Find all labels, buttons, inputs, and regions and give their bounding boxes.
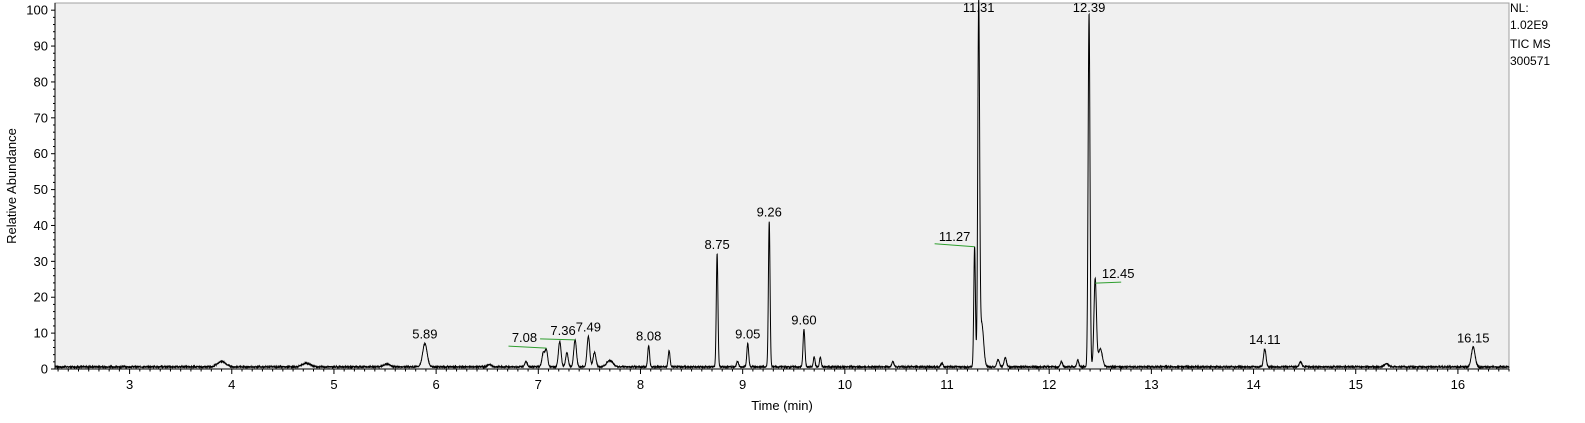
x-tick-label: 7 [535,377,542,392]
x-tick-label: 10 [838,377,852,392]
y-tick-label: 80 [34,74,48,89]
peak-leader-line [1095,281,1122,284]
x-tick-label: 3 [126,377,133,392]
x-tick-label: 16 [1451,377,1465,392]
peak-leader-line [540,338,576,341]
y-tick-label: 40 [34,218,48,233]
y-tick-label: 20 [34,290,48,305]
peak-leader-line [934,243,975,248]
file-name: 300571 [1510,54,1551,68]
peak-label: 7.08 [512,330,537,345]
x-tick-label: 5 [330,377,337,392]
peak-label: 12.39 [1073,0,1106,15]
peak-label: 9.60 [791,312,816,327]
peak-leader-line [508,345,547,349]
y-tick-label: 100 [26,3,48,18]
peak-label: 11.27 [939,229,971,244]
x-axis-title: Time (min) [751,398,813,413]
nl-label: NL: [1510,1,1529,15]
peak-label: 14.11 [1249,332,1281,347]
peak-annotations: 5.89 7.08 7.36 7.49 8.08 8.75 9.05 9.26 9.60 11.2… [412,0,1490,349]
x-axis: 3 4 5 6 7 8 9 10 11 12 13 14 15 16 [55,368,1510,392]
x-tick-label: 12 [1042,377,1056,392]
y-tick-label: 90 [34,39,48,54]
peak-label: 16.15 [1457,330,1490,345]
y-tick-label: 50 [34,182,48,197]
y-tick-label: 70 [34,110,48,125]
y-tick-label: 60 [34,146,48,161]
y-tick-label: 0 [41,362,48,377]
peak-label: 7.36 [550,323,575,338]
peak-label: 8.75 [704,237,729,252]
plot-area [54,2,1510,370]
nl-value: 1.02E9 [1510,18,1549,32]
x-tick-label: 13 [1144,377,1158,392]
x-tick-label: 11 [940,377,954,392]
peak-label: 11.31 [963,0,995,15]
scan-filter: TIC MS [1510,37,1551,51]
peak-label: 8.08 [636,328,661,343]
peak-label: 12.45 [1102,266,1135,281]
x-tick-label: 4 [228,377,235,392]
y-tick-label: 30 [34,254,48,269]
x-tick-label: 14 [1246,377,1260,392]
x-tick-label: 8 [637,377,644,392]
peak-label: 9.05 [735,327,760,342]
peak-label: 5.89 [412,327,437,342]
y-tick-label: 10 [34,326,48,341]
x-tick-label: 15 [1348,377,1362,392]
x-tick-label: 9 [739,377,746,392]
y-axis-title: Relative Abundance [4,128,19,244]
tic-trace [54,0,1510,370]
peak-label: 7.49 [576,320,601,335]
peak-label: 9.26 [757,205,782,220]
y-axis: 0 10 20 30 40 50 60 70 80 90 100 [26,3,56,377]
x-tick-label: 6 [433,377,440,392]
